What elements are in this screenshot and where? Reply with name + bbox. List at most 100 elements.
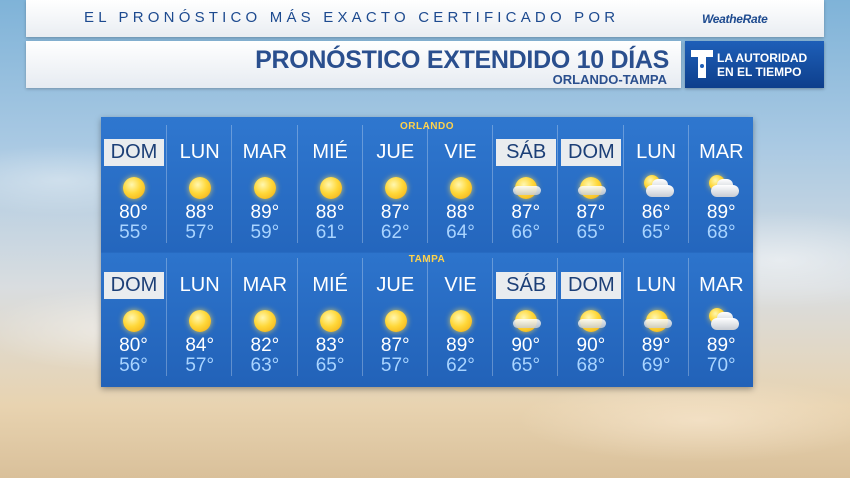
day-name: MAR xyxy=(242,141,288,163)
day-cell: MAR 82° 63° xyxy=(231,258,297,376)
high-temp: 87° xyxy=(380,335,410,356)
day-name: MAR xyxy=(699,274,744,296)
day-name: JUE xyxy=(376,141,415,163)
top-banner: EL PRONÓSTICO MÁS EXACTO CERTIFICADO POR… xyxy=(26,0,824,37)
day-cell: MAR 89° 59° xyxy=(231,125,297,243)
day-cell: LUN 89° 69° xyxy=(622,258,689,376)
mostly-sunny-icon xyxy=(576,173,607,203)
sunny-icon xyxy=(250,173,280,203)
day-name: VIE xyxy=(444,141,477,163)
low-temp: 56° xyxy=(119,355,148,376)
telemundo-t-icon xyxy=(691,50,713,78)
sunny-icon xyxy=(381,173,411,203)
city-label: TAMPA xyxy=(408,254,446,265)
low-temp: 65° xyxy=(511,355,541,376)
high-temp: 89° xyxy=(706,335,736,356)
low-temp: 69° xyxy=(641,355,671,376)
sunny-icon xyxy=(185,173,215,203)
low-temp: 65° xyxy=(315,355,345,376)
high-temp: 82° xyxy=(250,335,280,356)
day-name: LUN xyxy=(179,274,220,296)
day-name: MIÉ xyxy=(312,141,348,163)
mostly-sunny-icon xyxy=(576,306,607,336)
day-name: VIE xyxy=(444,274,477,296)
day-cell: LUN 86° 65° xyxy=(622,125,689,243)
low-temp: 57° xyxy=(185,355,215,376)
page-title: PRONÓSTICO EXTENDIDO 10 DÍAS xyxy=(255,46,669,74)
low-temp: 66° xyxy=(511,222,541,243)
high-temp: 80° xyxy=(119,335,148,356)
sunny-icon xyxy=(185,306,215,336)
day-name: LUN xyxy=(636,141,677,163)
forecast-row-orlando: ORLANDO DOM 80° 55° LUN 88° 57° MAR 89° 59° MIÉ 88°… xyxy=(101,117,753,249)
forecast-row-tampa: TAMPA DOM 80° 56° LUN 84° 57° MAR 82° 63° MIÉ 83° 65… xyxy=(101,250,753,382)
low-temp: 62° xyxy=(380,222,410,243)
sunny-icon xyxy=(316,306,346,336)
day-cell: MIÉ 88° 61° xyxy=(296,125,363,243)
day-name: LUN xyxy=(179,141,220,163)
sunny-icon xyxy=(381,306,411,336)
day-cell: DOM 80° 56° xyxy=(101,258,166,376)
title-bar: PRONÓSTICO EXTENDIDO 10 DÍAS ORLANDO-TAM… xyxy=(26,41,681,88)
city-label: ORLANDO xyxy=(399,121,455,132)
sunny-icon xyxy=(119,173,149,203)
day-cell: JUE 87° 57° xyxy=(361,258,428,376)
sunny-icon xyxy=(446,306,476,336)
high-temp: 88° xyxy=(446,202,475,223)
day-name: DOM xyxy=(104,272,164,299)
brand-logo: WeatheRate xyxy=(702,12,768,26)
low-temp: 65° xyxy=(641,222,671,243)
day-name: MAR xyxy=(699,141,744,163)
day-name: LUN xyxy=(636,274,677,296)
high-temp: 89° xyxy=(706,202,736,223)
day-cell: DOM 87° 65° xyxy=(557,125,623,243)
day-cell: JUE 87° 62° xyxy=(361,125,428,243)
forecast-panel: ORLANDO DOM 80° 55° LUN 88° 57° MAR 89° 59° MIÉ 88°… xyxy=(101,117,753,387)
day-name: MIÉ xyxy=(312,274,348,296)
day-cell: DOM 90° 68° xyxy=(557,258,623,376)
high-temp: 87° xyxy=(576,202,606,223)
logo-line-2: EN EL TIEMPO xyxy=(717,65,802,79)
day-name: JUE xyxy=(376,274,415,296)
day-cell: MIÉ 83° 65° xyxy=(296,258,363,376)
high-temp: 87° xyxy=(380,202,410,223)
day-name: MAR xyxy=(242,274,288,296)
day-cell: SÁB 90° 65° xyxy=(492,258,558,376)
low-temp: 61° xyxy=(315,222,345,243)
high-temp: 90° xyxy=(576,335,606,356)
partly-cloudy-icon xyxy=(707,173,739,203)
high-temp: 83° xyxy=(315,335,345,356)
partly-cloudy-icon xyxy=(642,173,674,203)
day-cell: LUN 84° 57° xyxy=(166,258,232,376)
high-temp: 88° xyxy=(185,202,215,223)
logo-line-1: LA AUTORIDAD xyxy=(717,51,808,65)
high-temp: 89° xyxy=(641,335,671,356)
low-temp: 70° xyxy=(706,355,736,376)
low-temp: 68° xyxy=(576,355,606,376)
low-temp: 64° xyxy=(446,222,475,243)
mostly-sunny-icon xyxy=(511,173,542,203)
low-temp: 62° xyxy=(446,355,475,376)
partly-cloudy-icon xyxy=(707,306,739,336)
high-temp: 88° xyxy=(315,202,345,223)
low-temp: 57° xyxy=(185,222,215,243)
sunny-icon xyxy=(119,306,149,336)
day-cell: LUN 88° 57° xyxy=(166,125,232,243)
day-cell: VIE 88° 64° xyxy=(427,125,493,243)
sunny-icon xyxy=(250,306,280,336)
page-subtitle: ORLANDO-TAMPA xyxy=(552,72,667,87)
low-temp: 63° xyxy=(250,355,280,376)
day-name: DOM xyxy=(561,139,622,166)
high-temp: 86° xyxy=(641,202,671,223)
high-temp: 89° xyxy=(446,335,475,356)
day-name: SÁB xyxy=(496,139,557,166)
day-cell: MAR 89° 70° xyxy=(687,258,754,376)
day-name: DOM xyxy=(104,139,164,166)
low-temp: 55° xyxy=(119,222,148,243)
low-temp: 65° xyxy=(576,222,606,243)
high-temp: 84° xyxy=(185,335,215,356)
station-logo: LA AUTORIDAD EN EL TIEMPO xyxy=(685,41,824,88)
high-temp: 90° xyxy=(511,335,541,356)
day-cell: DOM 80° 55° xyxy=(101,125,166,243)
day-cell: VIE 89° 62° xyxy=(427,258,493,376)
